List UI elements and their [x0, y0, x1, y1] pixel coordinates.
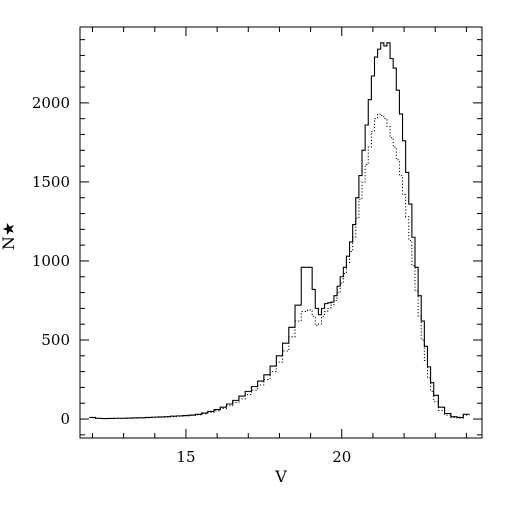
series-layer — [89, 42, 470, 420]
y-tick-label: 0 — [60, 410, 70, 428]
series-solid-line — [89, 42, 470, 420]
y-tick-label: 1500 — [32, 173, 70, 191]
y-axis-ticks: 0 500 1000 1500 2000 — [32, 39, 482, 436]
x-tick-label: 20 — [332, 448, 351, 466]
x-tick-label: 15 — [176, 448, 195, 466]
x-axis-ticks: 15 20 — [91, 27, 467, 466]
series-dotted-line — [89, 113, 470, 420]
y-tick-label: 2000 — [32, 94, 70, 112]
y-tick-label: 500 — [41, 331, 70, 349]
y-axis-label: N★ — [0, 222, 18, 250]
y-tick-label: 1000 — [32, 252, 70, 270]
x-axis-label: V — [274, 467, 287, 486]
plot-frame — [79, 26, 483, 439]
